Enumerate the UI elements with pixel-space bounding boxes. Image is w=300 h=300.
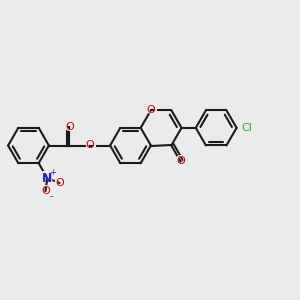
- Text: O: O: [41, 186, 50, 196]
- Text: N: N: [42, 172, 52, 185]
- Text: O: O: [65, 122, 74, 132]
- Text: N: N: [41, 171, 54, 186]
- Text: O: O: [84, 139, 96, 152]
- Text: O: O: [54, 176, 65, 190]
- Text: O: O: [176, 156, 185, 167]
- Text: O: O: [40, 184, 51, 198]
- Text: O: O: [175, 154, 186, 168]
- Text: O: O: [146, 105, 155, 115]
- Text: O: O: [55, 178, 64, 188]
- Text: O: O: [85, 140, 94, 151]
- Text: -: -: [49, 190, 52, 201]
- Text: O: O: [145, 103, 157, 117]
- Text: Cl: Cl: [239, 121, 254, 135]
- Text: +: +: [49, 168, 56, 177]
- Text: Cl: Cl: [241, 123, 252, 133]
- Text: O: O: [63, 120, 75, 134]
